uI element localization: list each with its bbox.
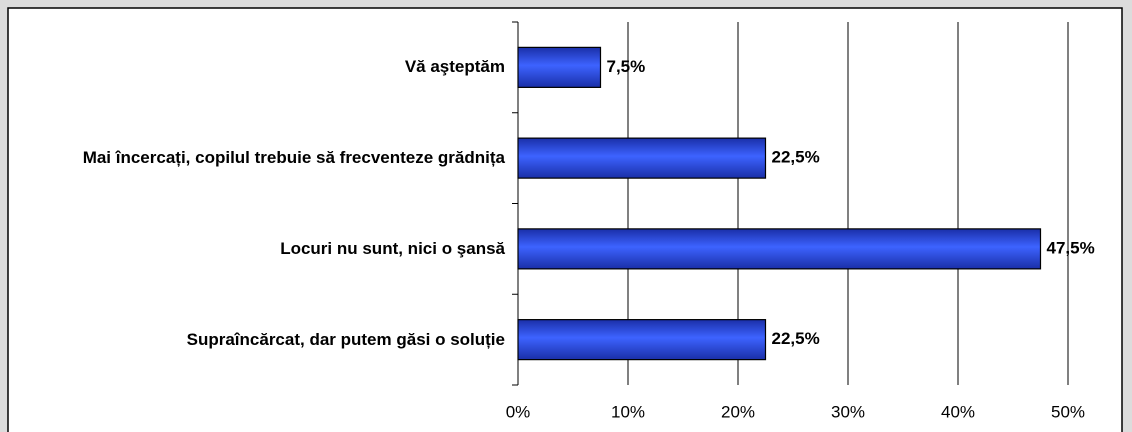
x-tick-label: 50% [1051, 402, 1085, 421]
x-tick-label: 20% [721, 402, 755, 421]
bar [517, 319, 767, 361]
bar [517, 228, 1042, 270]
x-tick-label: 0% [506, 402, 531, 421]
y-tick-text: Supraîncărcat, dar putem găsi o soluție [186, 329, 505, 349]
y-tick-text: Locuri nu sunt, nici o şansă [280, 238, 505, 258]
y-tick-text: Vă aşteptăm [404, 57, 505, 77]
y-tick-label: Supraîncărcat, dar putem găsi o soluție [5, 327, 505, 353]
bar [517, 46, 602, 88]
y-tick-label: Vă aşteptăm [5, 54, 505, 80]
y-tick-label: Mai încercați, copilul trebuie să frecve… [5, 145, 505, 171]
x-tick-label: 10% [611, 402, 645, 421]
x-tick-label: 40% [941, 402, 975, 421]
data-label: 47,5% [1047, 238, 1095, 257]
data-label: 22,5% [772, 148, 820, 167]
y-tick-label: Locuri nu sunt, nici o şansă [5, 236, 505, 262]
x-tick-label: 30% [831, 402, 865, 421]
bar [517, 137, 767, 179]
y-tick-text: Mai încercați, copilul trebuie să frecve… [82, 148, 505, 168]
data-label: 7,5% [607, 57, 646, 76]
data-label: 22,5% [772, 329, 820, 348]
